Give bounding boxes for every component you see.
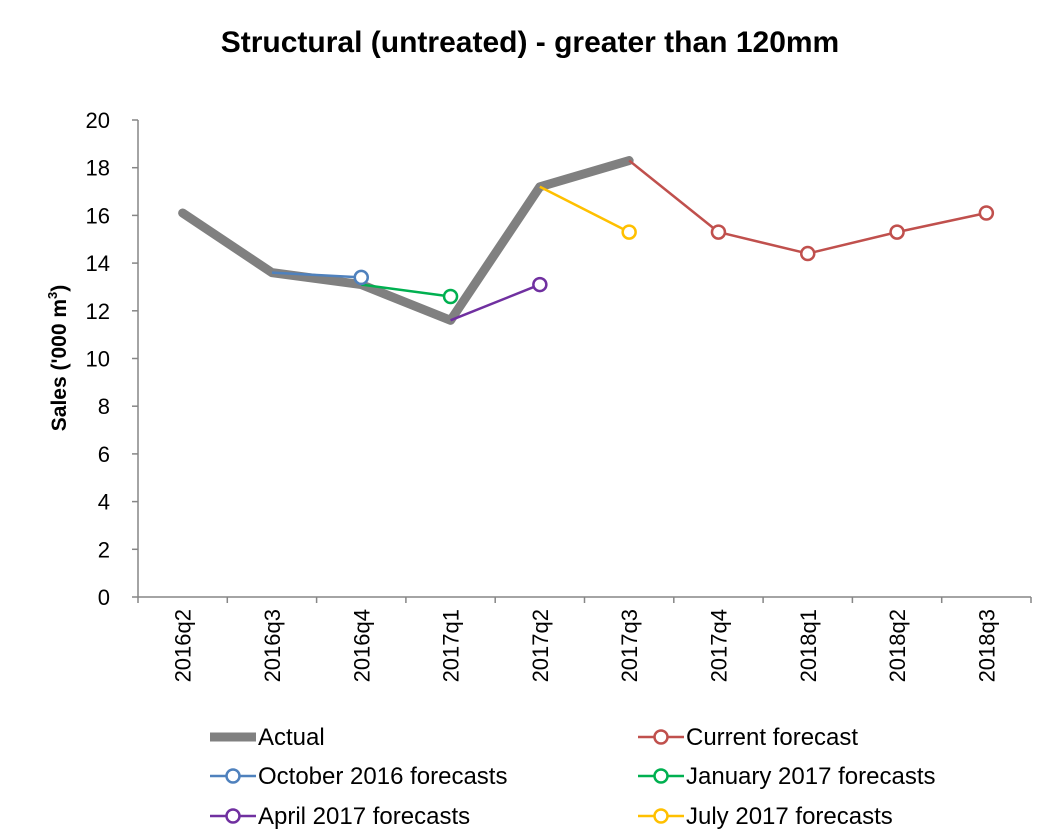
y-tick-label: 2 bbox=[98, 537, 110, 562]
chart-title: Structural (untreated) - greater than 12… bbox=[221, 26, 839, 59]
x-tick-label: 2017q2 bbox=[528, 609, 553, 682]
legend-entry: January 2017 forecasts bbox=[638, 763, 935, 790]
data-point bbox=[442, 288, 459, 305]
y-axis-label-superscript: 3 bbox=[45, 292, 60, 299]
y-tick-label: 12 bbox=[86, 299, 110, 324]
legend-label: April 2017 forecasts bbox=[258, 803, 470, 830]
data-point bbox=[532, 276, 548, 293]
y-axis-ticks: 0 2 4 6 8 10 12 14 16 18 20 bbox=[86, 108, 138, 610]
legend-entry: October 2016 forecasts bbox=[210, 763, 507, 790]
legend-entry: April 2017 forecasts bbox=[210, 803, 470, 830]
data-point bbox=[621, 224, 637, 240]
legend-marker bbox=[653, 729, 669, 745]
legend: Actual Current forecast October 2016 forec… bbox=[210, 724, 935, 830]
series-january-2017-forecasts bbox=[361, 283, 451, 298]
data-point bbox=[710, 224, 727, 240]
x-tick-label: 2016q2 bbox=[171, 609, 196, 682]
data-point bbox=[353, 269, 369, 286]
series-line bbox=[539, 185, 630, 234]
legend-label: Actual bbox=[258, 724, 325, 751]
y-tick-label: 16 bbox=[86, 203, 110, 228]
series-actual bbox=[178, 156, 634, 325]
legend-marker bbox=[225, 768, 241, 784]
series-line bbox=[628, 159, 987, 255]
x-tick-label: 2016q3 bbox=[260, 609, 285, 682]
y-tick-label: 18 bbox=[86, 156, 110, 181]
series-group bbox=[178, 156, 995, 325]
series-line bbox=[178, 156, 634, 325]
x-tick-label: 2017q3 bbox=[617, 609, 642, 682]
legend-label: Current forecast bbox=[686, 724, 858, 751]
y-tick-label: 14 bbox=[86, 251, 110, 276]
y-axis-label-main: Sales ('000 m bbox=[48, 299, 71, 431]
series-october-2016-forecasts bbox=[271, 271, 362, 279]
legend-label: July 2017 forecasts bbox=[686, 803, 893, 830]
legend-label: October 2016 forecasts bbox=[258, 763, 507, 790]
legend-entry: Current forecast bbox=[638, 724, 858, 751]
x-tick-label: 2017q4 bbox=[706, 609, 731, 682]
x-tick-label: 2016q4 bbox=[349, 609, 374, 682]
data-point bbox=[978, 205, 995, 221]
legend-entry: July 2017 forecasts bbox=[638, 803, 893, 830]
data-point bbox=[800, 245, 816, 262]
y-tick-label: 20 bbox=[86, 108, 110, 133]
y-tick-label: 4 bbox=[98, 490, 110, 515]
data-point bbox=[889, 224, 905, 240]
y-tick-label: 8 bbox=[98, 394, 110, 419]
x-tick-label: 2018q2 bbox=[885, 609, 910, 682]
series-line bbox=[450, 283, 541, 322]
legend-label: January 2017 forecasts bbox=[686, 763, 935, 790]
y-tick-label: 10 bbox=[86, 347, 110, 372]
y-axis-label: Sales ('000 m3) bbox=[45, 285, 71, 431]
axes bbox=[137, 120, 1031, 598]
series-line bbox=[361, 283, 451, 298]
y-axis-label-close: ) bbox=[48, 285, 71, 292]
x-axis-ticks: 2016q2 2016q3 2016q4 2017q1 2017q2 2017q3 2017… bbox=[137, 597, 1032, 682]
legend-marker bbox=[653, 768, 669, 784]
series-april-2017-forecasts bbox=[450, 283, 541, 322]
series-current-forecast bbox=[628, 159, 987, 255]
legend-marker bbox=[225, 808, 241, 824]
legend-entry: Actual bbox=[210, 724, 325, 751]
x-tick-label: 2017q1 bbox=[439, 609, 464, 682]
legend-marker bbox=[653, 808, 669, 824]
y-tick-label: 6 bbox=[98, 442, 110, 467]
y-tick-label: 0 bbox=[98, 585, 110, 610]
x-tick-label: 2018q1 bbox=[796, 609, 821, 682]
x-tick-label: 2018q3 bbox=[974, 609, 999, 682]
series-line bbox=[271, 271, 362, 279]
series-july-2017-forecasts bbox=[539, 185, 630, 234]
